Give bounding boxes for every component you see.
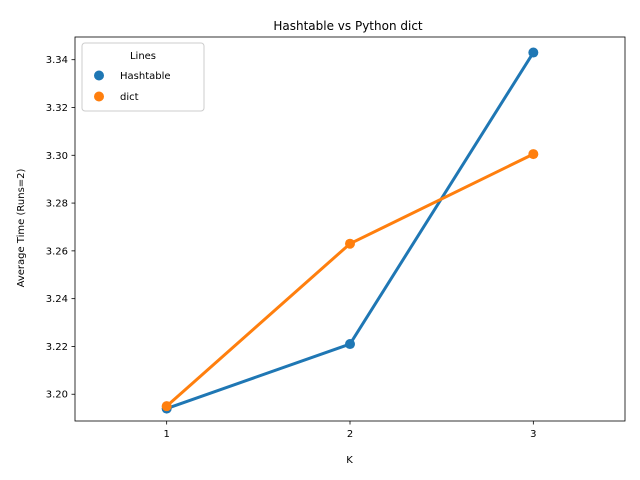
data-point-hashtable [345,339,355,350]
x-tick-label: 2 [347,429,353,440]
y-tick-label: 3.28 [46,199,68,210]
chart-title: Hashtable vs Python dict [273,19,423,33]
legend: Lines Hashtable dict [81,42,205,112]
y-tick-label: 3.32 [46,103,68,114]
y-tick-label: 3.22 [46,342,68,353]
plot-area: 1 2 3 3.20 3.22 3.24 3.26 3.28 3.30 3.32 3.34 [46,36,626,440]
legend-marker-dict [94,91,104,102]
y-tick-label: 3.34 [46,55,68,66]
legend-title: Lines [130,51,156,62]
data-point-dict [345,238,355,249]
legend-marker-hashtable [94,70,104,81]
y-tick-label: 3.30 [46,151,68,162]
data-point-hashtable [528,47,539,58]
legend-box [81,42,205,112]
legend-label-hashtable: Hashtable [120,71,171,82]
y-tick-label: 3.24 [46,294,68,305]
data-point-dict [528,149,539,160]
y-axis-label: Average Time (Runs=2) [16,168,27,287]
y-tick-label: 3.26 [46,246,68,257]
x-tick-label: 3 [530,429,536,440]
data-point-dict [161,401,172,412]
y-tick-label: 3.20 [46,390,68,401]
x-tick-label: 1 [163,429,169,440]
legend-label-dict: dict [120,92,139,103]
x-axis-label: K [346,455,353,466]
